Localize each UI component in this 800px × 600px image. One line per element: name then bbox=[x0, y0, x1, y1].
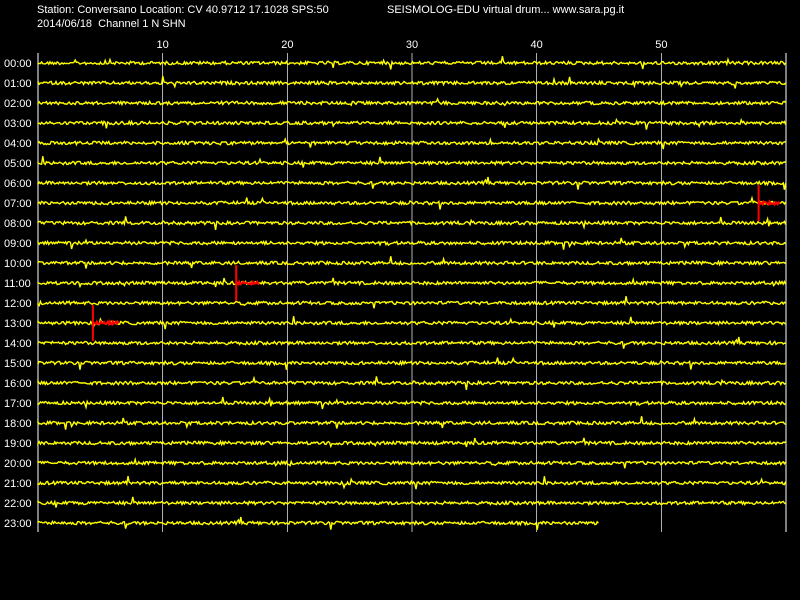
event-marker-1300 bbox=[91, 305, 120, 341]
row-label-2200: 22:00 bbox=[4, 498, 32, 510]
trace-1900 bbox=[37, 437, 787, 449]
row-label-0400: 04:00 bbox=[4, 138, 32, 150]
trace-2200 bbox=[37, 496, 786, 508]
row-label-0100: 01:00 bbox=[4, 78, 32, 90]
row-label-0000: 00:00 bbox=[4, 58, 32, 70]
row-label-1000: 10:00 bbox=[4, 258, 32, 270]
row-label-2000: 20:00 bbox=[4, 458, 32, 470]
x-tick-label-50: 50 bbox=[655, 39, 667, 51]
trace-1700 bbox=[37, 396, 787, 411]
row-label-0200: 02:00 bbox=[4, 98, 32, 110]
station-info: Station: Conversano Location: CV 40.9712… bbox=[37, 4, 329, 16]
row-label-1600: 16:00 bbox=[4, 378, 32, 390]
row-label-1500: 15:00 bbox=[4, 358, 32, 370]
trace-2000 bbox=[37, 456, 787, 469]
trace-1000 bbox=[37, 256, 787, 269]
trace-0500 bbox=[37, 156, 786, 168]
app-title: SEISMOLOG-EDU virtual drum... www.sara.p… bbox=[387, 4, 625, 16]
trace-0200 bbox=[37, 97, 787, 107]
trace-1100 bbox=[37, 276, 787, 289]
trace-0300 bbox=[37, 117, 787, 130]
x-tick-label-40: 40 bbox=[531, 39, 543, 51]
row-label-0500: 05:00 bbox=[4, 158, 32, 170]
trace-0700 bbox=[37, 195, 787, 210]
row-label-1100: 11:00 bbox=[4, 278, 31, 290]
trace-1800 bbox=[37, 416, 786, 430]
row-label-0600: 06:00 bbox=[4, 178, 32, 190]
trace-1300 bbox=[37, 316, 787, 330]
trace-1600 bbox=[37, 375, 786, 391]
x-tick-label-30: 30 bbox=[406, 39, 418, 51]
trace-1500 bbox=[37, 356, 787, 370]
x-tick-label-20: 20 bbox=[281, 39, 293, 51]
trace-0900 bbox=[37, 237, 787, 250]
trace-0000 bbox=[37, 56, 787, 70]
row-label-2100: 21:00 bbox=[4, 478, 32, 490]
row-label-1800: 18:00 bbox=[4, 418, 32, 430]
row-label-0900: 09:00 bbox=[4, 238, 32, 250]
trace-0400 bbox=[37, 137, 786, 150]
row-label-0300: 03:00 bbox=[4, 118, 32, 130]
trace-1200 bbox=[37, 296, 786, 309]
row-label-0700: 07:00 bbox=[4, 198, 32, 210]
row-label-0800: 08:00 bbox=[4, 218, 32, 230]
trace-2100 bbox=[37, 476, 787, 490]
row-label-1300: 13:00 bbox=[4, 318, 32, 330]
event-marker-0700 bbox=[757, 185, 781, 221]
date-channel-info: 2014/06/18 Channel 1 N SHN bbox=[37, 18, 186, 30]
x-tick-label-10: 10 bbox=[157, 39, 169, 51]
row-label-1400: 14:00 bbox=[4, 338, 32, 350]
row-label-1900: 19:00 bbox=[4, 438, 32, 450]
row-label-1700: 17:00 bbox=[4, 398, 32, 410]
event-marker-1100 bbox=[235, 265, 260, 301]
trace-2300 bbox=[37, 516, 599, 530]
trace-1400 bbox=[37, 336, 786, 349]
trace-0100 bbox=[37, 76, 787, 89]
trace-0800 bbox=[37, 216, 787, 231]
trace-0600 bbox=[37, 176, 787, 190]
row-label-2300: 23:00 bbox=[4, 518, 32, 530]
row-label-1200: 12:00 bbox=[4, 298, 32, 310]
